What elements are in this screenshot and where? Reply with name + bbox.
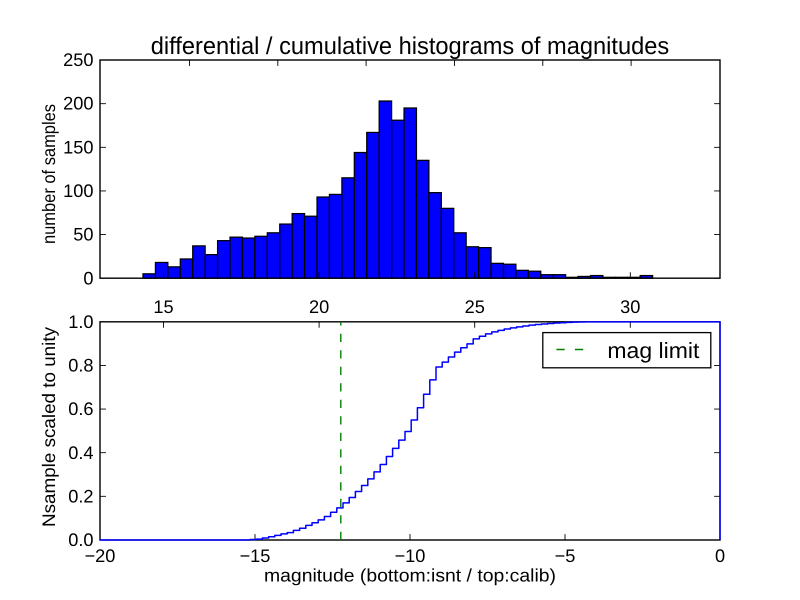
svg-text:1.0: 1.0 xyxy=(68,312,93,332)
svg-text:0.0: 0.0 xyxy=(68,530,93,550)
svg-text:−10: −10 xyxy=(395,546,426,566)
svg-text:0.4: 0.4 xyxy=(68,443,93,463)
svg-text:250: 250 xyxy=(63,50,93,70)
svg-text:50: 50 xyxy=(73,225,93,245)
svg-text:200: 200 xyxy=(63,94,93,114)
svg-text:0.8: 0.8 xyxy=(68,356,93,376)
svg-text:magnitude (bottom:isnt / top:c: magnitude (bottom:isnt / top:calib) xyxy=(264,566,556,586)
svg-text:25: 25 xyxy=(465,297,485,317)
svg-text:0.2: 0.2 xyxy=(68,486,93,506)
svg-text:number of samples: number of samples xyxy=(39,104,59,244)
svg-text:30: 30 xyxy=(620,297,640,317)
svg-text:−5: −5 xyxy=(555,546,576,566)
svg-text:−15: −15 xyxy=(240,546,271,566)
svg-text:differential / cumulative hist: differential / cumulative histograms of … xyxy=(151,33,670,60)
svg-text:0.6: 0.6 xyxy=(68,399,93,419)
svg-text:100: 100 xyxy=(63,181,93,201)
svg-text:−20: −20 xyxy=(85,546,116,566)
svg-text:20: 20 xyxy=(309,297,329,317)
svg-text:mag limit: mag limit xyxy=(607,338,699,363)
svg-text:0: 0 xyxy=(715,546,725,566)
svg-text:150: 150 xyxy=(63,137,93,157)
svg-text:Nsample scaled to unity: Nsample scaled to unity xyxy=(39,326,59,527)
svg-text:0: 0 xyxy=(83,268,93,288)
svg-text:15: 15 xyxy=(153,297,173,317)
